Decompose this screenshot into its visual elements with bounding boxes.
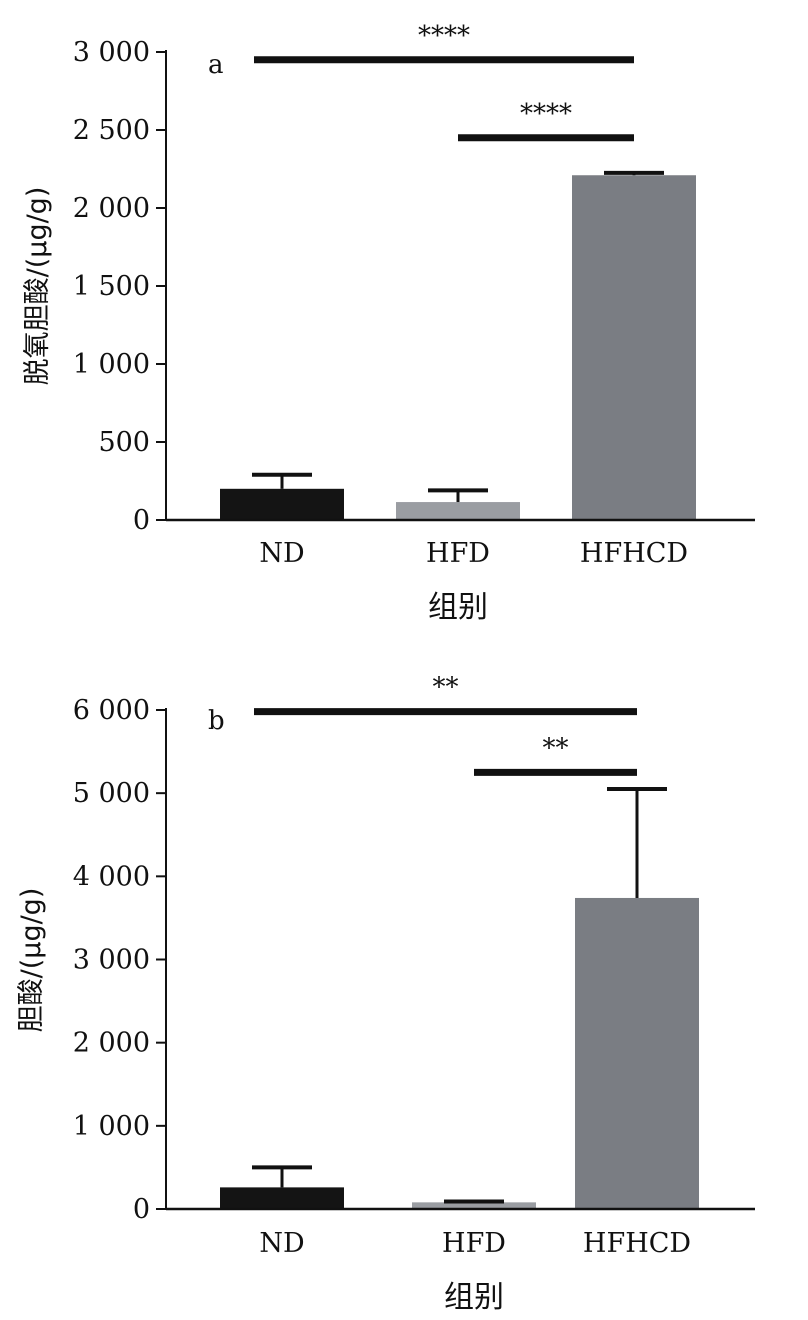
y-tick-label: 3 000 [73, 945, 150, 976]
category-label: HFHCD [583, 1228, 691, 1259]
bar-hfd [396, 502, 520, 520]
y-tick-label: 3 000 [73, 37, 150, 68]
category-label: ND [259, 1228, 304, 1259]
bar-nd [220, 488, 344, 520]
significance-label: ** [433, 673, 459, 703]
bar-hfd [412, 1202, 536, 1209]
y-axis-title: 脱氧胆酸/(μg/g) [22, 187, 53, 386]
y-tick-label: 0 [133, 1194, 150, 1225]
y-tick-label: 5 000 [73, 778, 150, 809]
bar-hfhcd [575, 897, 699, 1209]
y-tick-label: 6 000 [73, 695, 150, 726]
x-axis-title: 组别 [428, 590, 488, 625]
bar-hfhcd [572, 175, 696, 521]
y-tick-label: 0 [133, 505, 150, 536]
panel-label: a [208, 50, 224, 80]
y-axis-title: 胆酸/(μg/g) [16, 888, 47, 1033]
panel-label: b [208, 706, 225, 736]
significance-label: **** [520, 99, 572, 129]
category-label: HFHCD [580, 538, 688, 569]
y-tick-label: 2 500 [73, 115, 150, 146]
y-tick-label: 500 [98, 427, 150, 458]
significance-label: **** [418, 21, 470, 51]
significance-label: ** [543, 733, 569, 763]
y-tick-label: 2 000 [73, 1028, 150, 1059]
y-tick-label: 2 000 [73, 193, 150, 224]
category-label: ND [259, 538, 304, 569]
x-axis-title: 组别 [444, 1280, 504, 1315]
bar-nd [220, 1187, 344, 1209]
chart-a: 0 500 1 000 1 500 2 000 2 500 3 000 ND HFD HFHCD 组… [22, 21, 755, 625]
y-tick-label: 4 000 [73, 861, 150, 892]
y-tick-label: 1 500 [73, 271, 150, 302]
category-label: HFD [442, 1228, 506, 1259]
chart-b: 0 1 000 2 000 3 000 4 000 5 000 6 000 ND HFD HFHC… [16, 673, 755, 1315]
y-tick-label: 1 000 [73, 1111, 150, 1142]
category-label: HFD [426, 538, 490, 569]
y-tick-label: 1 000 [73, 349, 150, 380]
